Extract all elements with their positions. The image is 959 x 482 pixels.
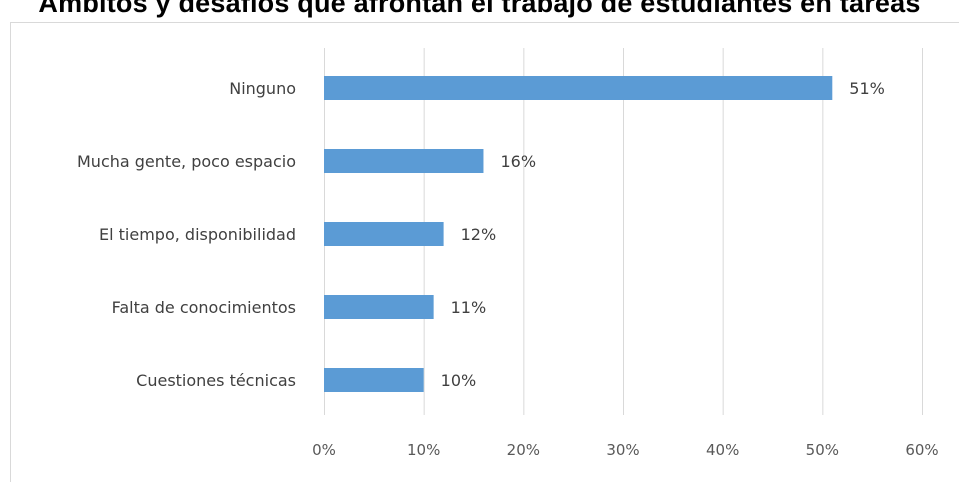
x-tick-label: 40% [706, 441, 739, 459]
page-title: Ámbitos y desafíos que afrontan el traba… [38, 0, 921, 18]
horizontal-bar-chart: 0% 10% 20% 30% 40% 50% 60% Ninguno 51% Mucha gent… [77, 48, 939, 459]
bar-2 [324, 222, 444, 246]
category-label: El tiempo, disponibilidad [99, 225, 296, 244]
data-label: 11% [451, 298, 487, 317]
x-tick-label: 30% [606, 441, 639, 459]
x-tick-label: 10% [407, 441, 440, 459]
data-label: 51% [849, 79, 885, 98]
bar-4 [324, 368, 424, 392]
x-tick-label: 50% [806, 441, 839, 459]
chart-frame [10, 22, 959, 482]
category-label: Cuestiones técnicas [136, 371, 296, 390]
bar-3 [324, 295, 434, 319]
data-label: 16% [500, 152, 536, 171]
category-label: Mucha gente, poco espacio [77, 152, 296, 171]
x-tick-label: 60% [905, 441, 938, 459]
x-tick-label: 0% [312, 441, 336, 459]
category-label: Falta de conocimientos [112, 298, 296, 317]
bar-0 [324, 76, 833, 100]
data-label: 10% [441, 371, 477, 390]
x-tick-label: 20% [507, 441, 540, 459]
data-label: 12% [461, 225, 497, 244]
bar-1 [324, 149, 484, 173]
category-label: Ninguno [229, 79, 296, 98]
